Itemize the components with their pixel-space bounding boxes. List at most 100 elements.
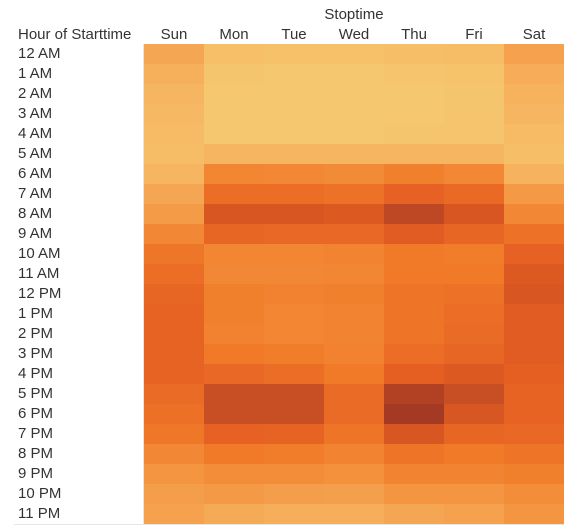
heatmap-cell[interactable] xyxy=(264,304,324,324)
heatmap-cell[interactable] xyxy=(144,424,204,444)
heatmap-cell[interactable] xyxy=(204,224,264,244)
heatmap-cell[interactable] xyxy=(264,284,324,304)
heatmap-cell[interactable] xyxy=(264,444,324,464)
heatmap-cell[interactable] xyxy=(204,44,264,64)
heatmap-cell[interactable] xyxy=(144,324,204,344)
heatmap-cell[interactable] xyxy=(204,264,264,284)
heatmap-cell[interactable] xyxy=(324,184,384,204)
heatmap-cell[interactable] xyxy=(204,84,264,104)
heatmap-cell[interactable] xyxy=(504,204,564,224)
heatmap-cell[interactable] xyxy=(264,244,324,264)
heatmap-cell[interactable] xyxy=(384,264,444,284)
heatmap-cell[interactable] xyxy=(144,364,204,384)
heatmap-cell[interactable] xyxy=(204,304,264,324)
heatmap-cell[interactable] xyxy=(444,64,504,84)
heatmap-cell[interactable] xyxy=(204,404,264,424)
heatmap-cell[interactable] xyxy=(204,464,264,484)
heatmap-cell[interactable] xyxy=(504,344,564,364)
heatmap-cell[interactable] xyxy=(444,44,504,64)
heatmap-cell[interactable] xyxy=(264,384,324,404)
heatmap-cell[interactable] xyxy=(504,264,564,284)
heatmap-cell[interactable] xyxy=(444,244,504,264)
heatmap-cell[interactable] xyxy=(324,304,384,324)
heatmap-cell[interactable] xyxy=(504,84,564,104)
heatmap-cell[interactable] xyxy=(324,364,384,384)
heatmap-cell[interactable] xyxy=(204,344,264,364)
heatmap-cell[interactable] xyxy=(324,324,384,344)
heatmap-cell[interactable] xyxy=(264,424,324,444)
heatmap-cell[interactable] xyxy=(504,404,564,424)
heatmap-cell[interactable] xyxy=(264,464,324,484)
heatmap-cell[interactable] xyxy=(384,424,444,444)
heatmap-cell[interactable] xyxy=(324,384,384,404)
heatmap-cell[interactable] xyxy=(144,284,204,304)
heatmap-cell[interactable] xyxy=(204,164,264,184)
heatmap-cell[interactable] xyxy=(444,444,504,464)
heatmap-cell[interactable] xyxy=(504,384,564,404)
heatmap-cell[interactable] xyxy=(384,164,444,184)
heatmap-cell[interactable] xyxy=(264,264,324,284)
heatmap-cell[interactable] xyxy=(324,424,384,444)
heatmap-cell[interactable] xyxy=(144,504,204,524)
heatmap-cell[interactable] xyxy=(324,84,384,104)
heatmap-cell[interactable] xyxy=(144,224,204,244)
heatmap-cell[interactable] xyxy=(264,144,324,164)
heatmap-cell[interactable] xyxy=(504,364,564,384)
heatmap-cell[interactable] xyxy=(324,484,384,504)
heatmap-cell[interactable] xyxy=(204,204,264,224)
heatmap-cell[interactable] xyxy=(384,404,444,424)
heatmap-cell[interactable] xyxy=(504,64,564,84)
heatmap-cell[interactable] xyxy=(384,184,444,204)
heatmap-cell[interactable] xyxy=(264,224,324,244)
heatmap-cell[interactable] xyxy=(504,504,564,524)
heatmap-cell[interactable] xyxy=(444,164,504,184)
heatmap-cell[interactable] xyxy=(264,184,324,204)
heatmap-cell[interactable] xyxy=(324,264,384,284)
heatmap-cell[interactable] xyxy=(444,124,504,144)
heatmap-cell[interactable] xyxy=(384,464,444,484)
heatmap-cell[interactable] xyxy=(204,124,264,144)
heatmap-cell[interactable] xyxy=(204,284,264,304)
heatmap-cell[interactable] xyxy=(264,504,324,524)
heatmap-cell[interactable] xyxy=(324,44,384,64)
heatmap-cell[interactable] xyxy=(204,504,264,524)
heatmap-cell[interactable] xyxy=(144,204,204,224)
heatmap-cell[interactable] xyxy=(384,104,444,124)
heatmap-cell[interactable] xyxy=(324,124,384,144)
heatmap-cell[interactable] xyxy=(384,484,444,504)
heatmap-cell[interactable] xyxy=(144,184,204,204)
heatmap-cell[interactable] xyxy=(144,244,204,264)
heatmap-cell[interactable] xyxy=(384,244,444,264)
heatmap-cell[interactable] xyxy=(144,264,204,284)
heatmap-cell[interactable] xyxy=(204,184,264,204)
heatmap-cell[interactable] xyxy=(144,404,204,424)
heatmap-cell[interactable] xyxy=(444,144,504,164)
heatmap-cell[interactable] xyxy=(384,144,444,164)
heatmap-cell[interactable] xyxy=(384,444,444,464)
heatmap-cell[interactable] xyxy=(504,124,564,144)
heatmap-cell[interactable] xyxy=(144,384,204,404)
heatmap-cell[interactable] xyxy=(444,304,504,324)
heatmap-cell[interactable] xyxy=(144,144,204,164)
heatmap-cell[interactable] xyxy=(144,344,204,364)
heatmap-cell[interactable] xyxy=(144,84,204,104)
heatmap-cell[interactable] xyxy=(384,44,444,64)
heatmap-cell[interactable] xyxy=(144,44,204,64)
heatmap-cell[interactable] xyxy=(324,344,384,364)
heatmap-cell[interactable] xyxy=(204,424,264,444)
heatmap-cell[interactable] xyxy=(264,164,324,184)
heatmap-cell[interactable] xyxy=(444,104,504,124)
heatmap-cell[interactable] xyxy=(324,64,384,84)
heatmap-cell[interactable] xyxy=(144,444,204,464)
heatmap-cell[interactable] xyxy=(384,324,444,344)
heatmap-cell[interactable] xyxy=(264,64,324,84)
heatmap-cell[interactable] xyxy=(444,344,504,364)
heatmap-cell[interactable] xyxy=(324,284,384,304)
heatmap-cell[interactable] xyxy=(384,384,444,404)
heatmap-cell[interactable] xyxy=(444,204,504,224)
heatmap-cell[interactable] xyxy=(144,124,204,144)
heatmap-cell[interactable] xyxy=(504,104,564,124)
heatmap-cell[interactable] xyxy=(384,344,444,364)
heatmap-cell[interactable] xyxy=(504,464,564,484)
heatmap-cell[interactable] xyxy=(144,164,204,184)
